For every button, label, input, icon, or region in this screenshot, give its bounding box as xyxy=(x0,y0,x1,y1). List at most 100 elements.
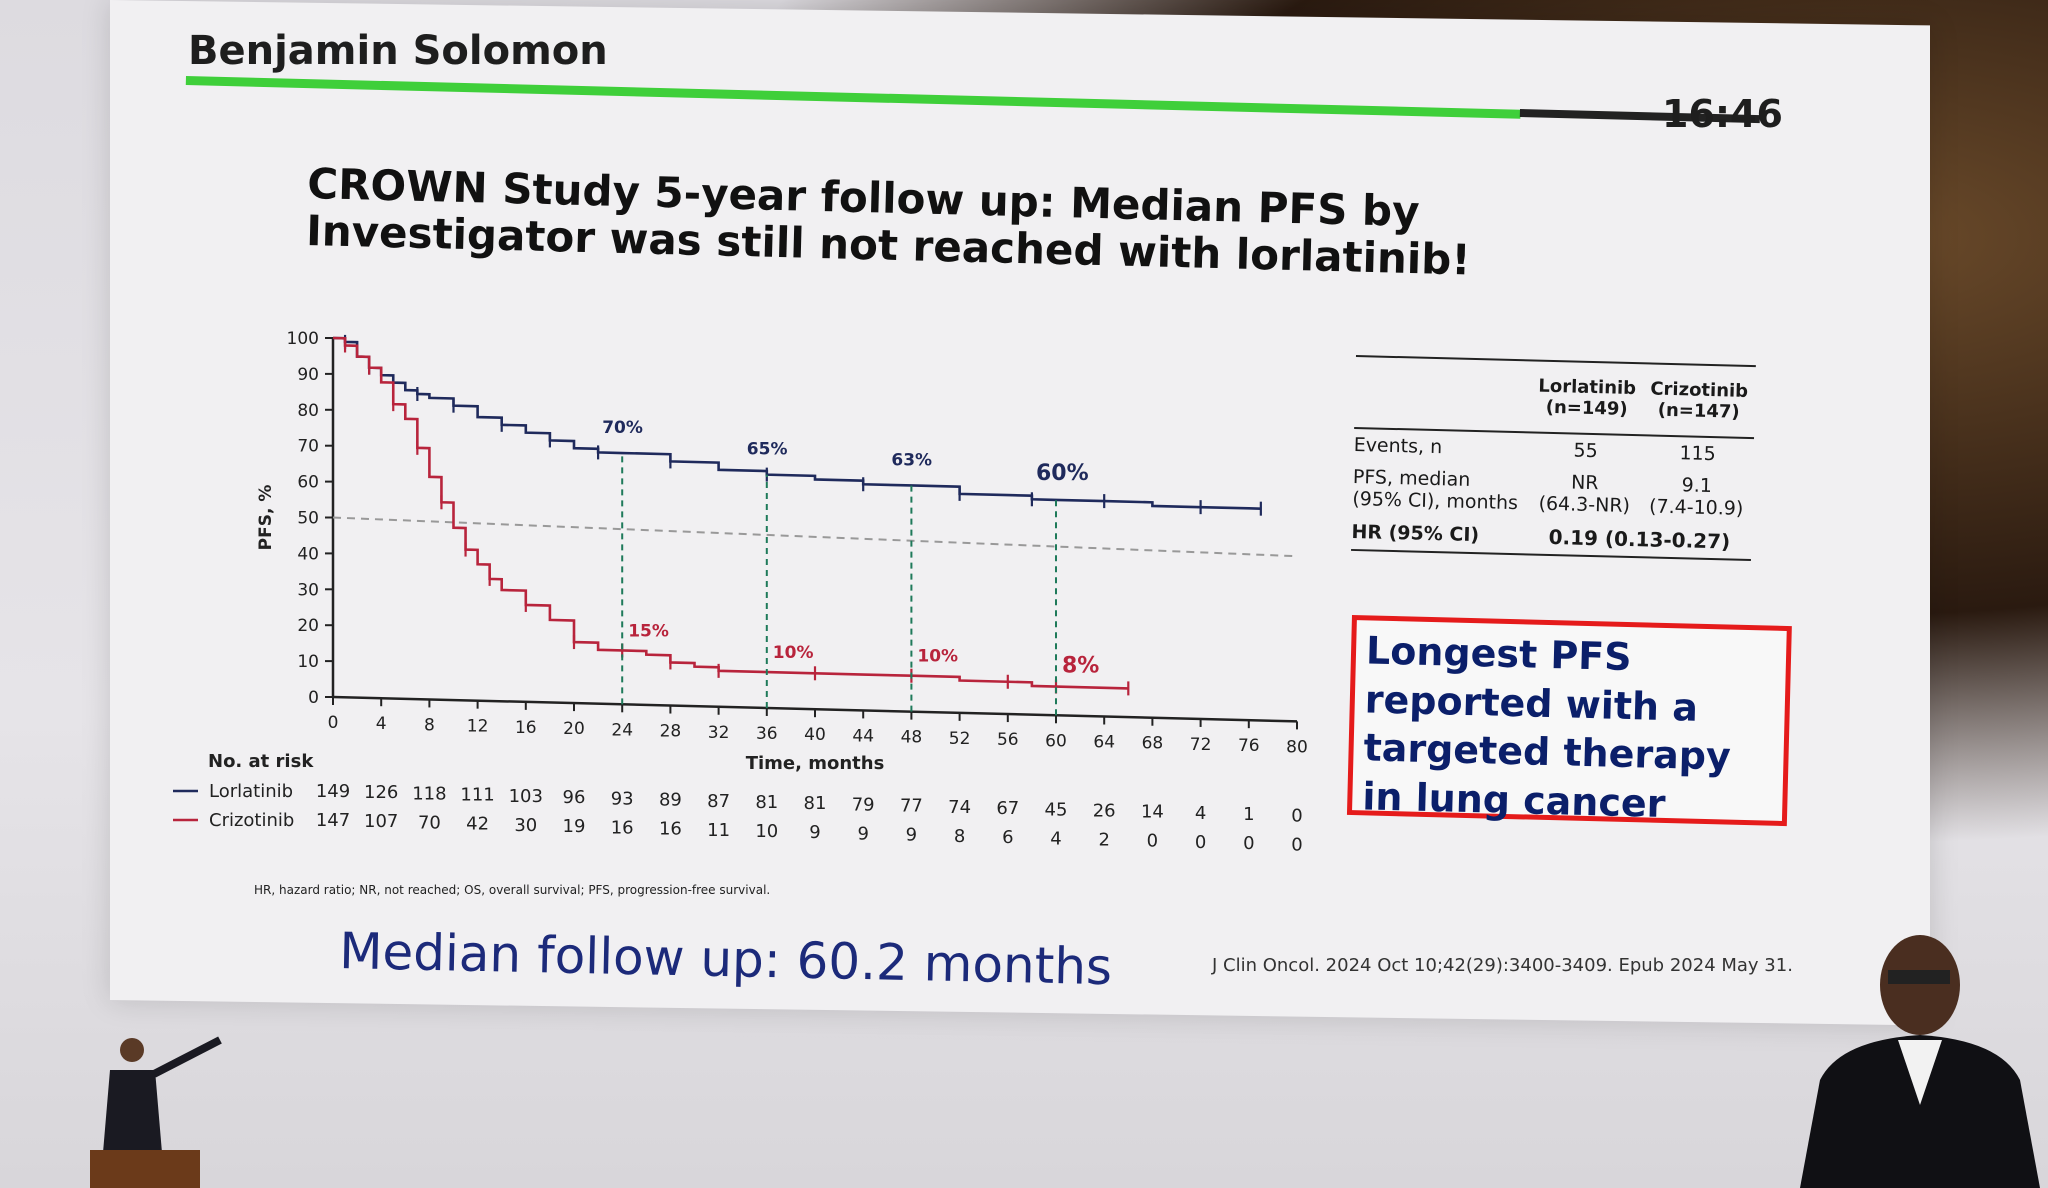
x-tick-label: 20 xyxy=(563,719,585,739)
table-header-row: Lorlatinib (n=149) Crizotinib (n=147) xyxy=(1354,357,1756,437)
y-tick-label: 60 xyxy=(297,473,319,493)
citation: J Clin Oncol. 2024 Oct 10;42(29):3400-34… xyxy=(1212,955,1793,976)
x-tick-label: 56 xyxy=(997,730,1019,750)
annotation-lorlatinib: 63% xyxy=(891,450,932,470)
risk-value: 16 xyxy=(659,819,682,840)
risk-value: 0 xyxy=(1195,832,1206,853)
risk-value: 111 xyxy=(460,785,494,806)
risk-row-name: Lorlatinib xyxy=(209,781,293,802)
risk-value: 0 xyxy=(1291,805,1302,826)
x-tick-label: 16 xyxy=(515,718,537,738)
stage-performer xyxy=(90,1036,222,1188)
y-tick-label: 50 xyxy=(297,509,319,529)
risk-value: 81 xyxy=(804,793,827,814)
y-tick-label: 90 xyxy=(297,365,319,385)
col-a-name: Lorlatinib xyxy=(1538,375,1637,400)
risk-value: 149 xyxy=(316,781,350,802)
pfs-median-crizotinib: 9.1 (7.4-10.9) xyxy=(1640,473,1753,520)
y-axis-label: PFS, % xyxy=(256,485,276,551)
x-tick-label: 44 xyxy=(852,726,874,746)
pfs-median-lorlatinib-1: NR xyxy=(1570,471,1599,495)
risk-value: 9 xyxy=(906,825,917,846)
x-tick-label: 72 xyxy=(1190,735,1212,755)
pfs-median-lorlatinib-2: (64.3-NR) xyxy=(1538,492,1631,517)
pfs-median-label-2: (95% CI), months xyxy=(1352,487,1519,515)
risk-value: 42 xyxy=(466,814,489,835)
risk-value: 81 xyxy=(755,792,778,813)
table-row-pfs-median: PFS, median (95% CI), months NR (64.3-NR) … xyxy=(1352,461,1753,525)
presenter-silhouette xyxy=(1800,935,2040,1188)
x-tick-label: 80 xyxy=(1286,737,1308,757)
risk-value: 1 xyxy=(1243,804,1254,825)
y-tick-label: 20 xyxy=(297,616,319,636)
y-tick-label: 10 xyxy=(297,652,319,672)
events-lorlatinib: 55 xyxy=(1573,439,1599,463)
risk-value: 0 xyxy=(1147,831,1158,852)
col-b-name: Crizotinib xyxy=(1650,378,1749,402)
risk-value: 93 xyxy=(611,788,634,809)
risk-value: 77 xyxy=(900,796,923,817)
risk-value: 107 xyxy=(364,811,398,832)
risk-value: 19 xyxy=(563,816,586,837)
risk-value: 79 xyxy=(852,794,875,815)
risk-value: 11 xyxy=(707,820,730,841)
risk-value: 103 xyxy=(509,786,543,807)
x-tick-label: 48 xyxy=(901,728,923,748)
risk-value: 6 xyxy=(1002,827,1013,848)
col-b-n: (n=147) xyxy=(1657,399,1740,423)
x-tick-label: 8 xyxy=(424,715,435,735)
risk-value: 9 xyxy=(809,822,820,843)
col-a-n: (n=149) xyxy=(1545,396,1628,420)
x-tick-label: 52 xyxy=(949,729,971,749)
risk-value: 89 xyxy=(659,790,682,811)
x-tick-label: 60 xyxy=(1045,731,1067,751)
annotation-lorlatinib: 60% xyxy=(1036,461,1089,486)
annotation-crizotinib: 10% xyxy=(917,647,958,667)
km-curve-lorlatinib xyxy=(332,336,1261,510)
callout-box: Longest PFS reported with a targeted the… xyxy=(1346,615,1792,827)
y-tick-label: 0 xyxy=(308,688,319,708)
table-header-crizotinib: Crizotinib (n=147) xyxy=(1642,378,1755,423)
number-at-risk-label: No. at risk xyxy=(208,751,314,772)
risk-value: 8 xyxy=(954,826,965,847)
table-header-lorlatinib: Lorlatinib (n=149) xyxy=(1530,375,1643,420)
risk-value: 126 xyxy=(364,782,398,803)
speaker-name: Benjamin Solomon xyxy=(188,28,608,74)
footnote: HR, hazard ratio; NR, not reached; OS, o… xyxy=(254,883,771,897)
events-label: Events, n xyxy=(1353,433,1443,459)
risk-value: 70 xyxy=(418,812,441,833)
risk-value: 67 xyxy=(996,798,1019,819)
risk-value: 0 xyxy=(1291,834,1302,855)
pfs-median-label: PFS, median (95% CI), months xyxy=(1352,466,1529,514)
x-tick-label: 4 xyxy=(376,714,387,734)
timer-clock: 16:46 xyxy=(1662,92,1783,136)
x-tick-label: 28 xyxy=(660,722,682,742)
median-reference-line xyxy=(332,516,1298,558)
annotation-crizotinib: 15% xyxy=(628,621,669,641)
x-tick-label: 32 xyxy=(708,723,730,743)
x-tick-label: 24 xyxy=(611,720,633,740)
y-tick-label: 40 xyxy=(297,544,319,564)
risk-value: 74 xyxy=(948,797,971,818)
pfs-median-lorlatinib: NR (64.3-NR) xyxy=(1528,470,1641,517)
hr-value: 0.19 (0.13-0.27) xyxy=(1548,524,1731,554)
risk-value: 10 xyxy=(755,821,778,842)
y-tick-label: 100 xyxy=(287,329,319,349)
y-tick-label: 80 xyxy=(297,401,319,421)
x-tick-label: 40 xyxy=(804,725,826,745)
risk-value: 16 xyxy=(611,817,634,838)
events-crizotinib: 115 xyxy=(1679,442,1717,466)
risk-value: 147 xyxy=(316,810,350,831)
risk-value: 118 xyxy=(412,783,446,804)
km-curve-crizotinib xyxy=(332,336,1129,690)
annotation-crizotinib: 10% xyxy=(773,643,814,663)
y-tick-label: 70 xyxy=(297,437,319,457)
summary-table: Lorlatinib (n=149) Crizotinib (n=147) Even… xyxy=(1351,355,1756,562)
x-tick-label: 64 xyxy=(1093,733,1115,753)
annotation-lorlatinib: 65% xyxy=(747,440,788,460)
x-axis-label: Time, months xyxy=(746,753,885,774)
x-tick-label: 68 xyxy=(1142,734,1164,754)
y-tick-label: 30 xyxy=(297,580,319,600)
x-tick-label: 36 xyxy=(756,724,778,744)
risk-value: 4 xyxy=(1050,828,1061,849)
